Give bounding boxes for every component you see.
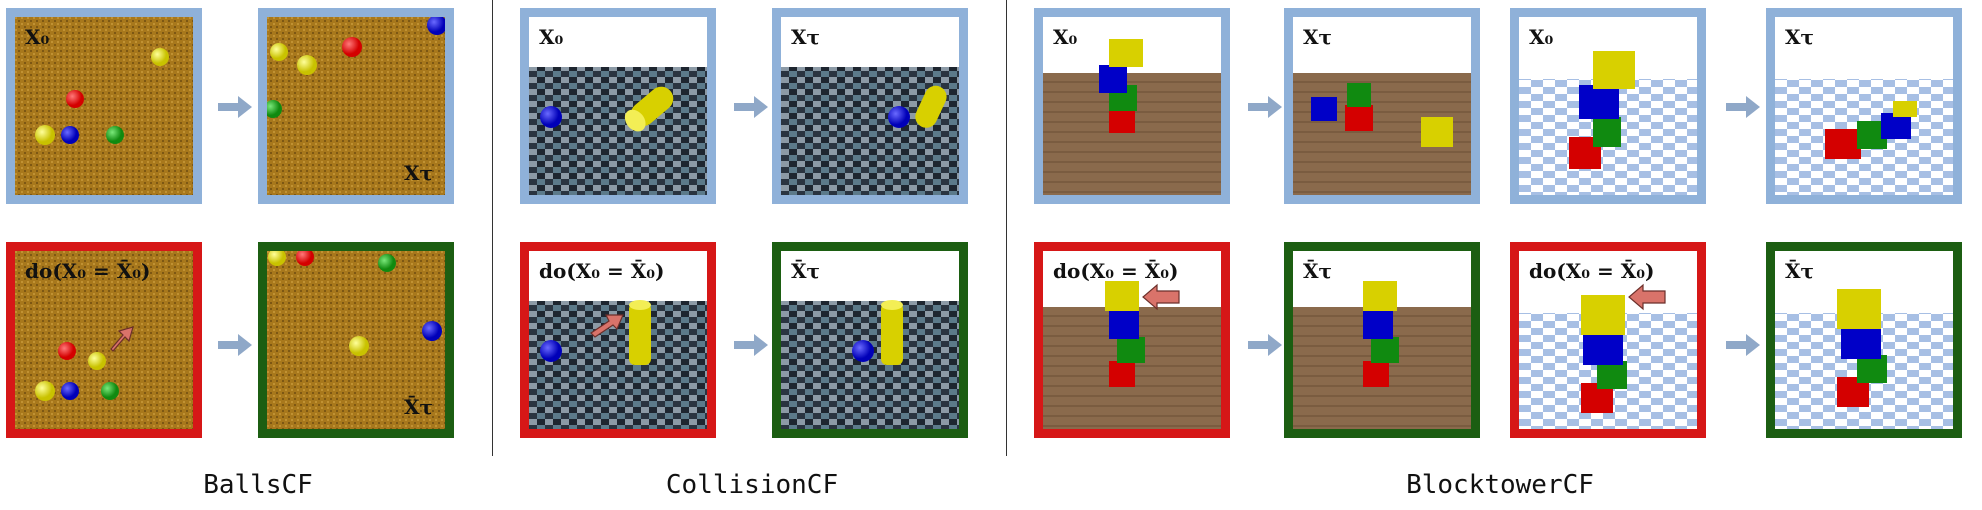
blocktower-scene-image	[1775, 251, 1953, 429]
blocktower-intervention-panel: do(X₀ = X̄₀)	[1034, 242, 1230, 438]
balls-intervention-panel: do(X₀ = X̄₀)	[6, 242, 202, 438]
blocktower-factual-initial-panel: X₀	[1034, 8, 1230, 204]
blocktower-intervention-panel-2: do(X₀ = X̄₀)	[1510, 242, 1706, 438]
do-intervention-label: do(X₀ = X̄₀)	[1053, 259, 1179, 283]
blocktower-scene-image	[1293, 17, 1471, 195]
collision-counterfactual-panel: X̄τ	[772, 242, 968, 438]
section-divider	[492, 0, 493, 456]
flow-arrow-icon	[1248, 334, 1282, 356]
x0-label: X₀	[1529, 25, 1554, 49]
blocktower-scene-image	[1043, 251, 1221, 429]
blocktower-factual-initial-panel-2: X₀	[1510, 8, 1706, 204]
collision-scene-image	[781, 17, 959, 195]
do-intervention-label: do(X₀ = X̄₀)	[25, 259, 151, 283]
x0-label: X₀	[539, 25, 564, 49]
xtau-label: Xτ	[1303, 25, 1332, 49]
balls-scene-image	[15, 251, 193, 429]
blocktower-scene-image	[1293, 251, 1471, 429]
do-intervention-label: do(X₀ = X̄₀)	[1529, 259, 1655, 283]
xbar-tau-label: X̄τ	[404, 395, 433, 419]
blocktower-counterfactual-panel-2: X̄τ	[1766, 242, 1962, 438]
collision-factual-initial-panel: X₀	[520, 8, 716, 204]
collision-scene-image	[529, 251, 707, 429]
xtau-label: Xτ	[404, 161, 433, 185]
collision-factual-final-panel: Xτ	[772, 8, 968, 204]
xbar-tau-label: X̄τ	[1303, 259, 1332, 283]
section-title-collisioncf: CollisionCF	[665, 470, 839, 500]
xtau-label: Xτ	[791, 25, 820, 49]
blocktower-factual-final-panel: Xτ	[1284, 8, 1480, 204]
flow-arrow-icon	[1726, 96, 1760, 118]
balls-factual-initial-panel: X₀	[6, 8, 202, 204]
blocktower-scene-image	[1519, 251, 1697, 429]
balls-scene-image	[15, 17, 193, 195]
x0-label: X₀	[1053, 25, 1078, 49]
xbar-tau-label: X̄τ	[791, 259, 820, 283]
section-divider	[1006, 0, 1007, 456]
blocktower-scene-image	[1519, 17, 1697, 195]
do-intervention-label: do(X₀ = X̄₀)	[539, 259, 665, 283]
section-title-ballscf: BallsCF	[203, 470, 313, 500]
collision-scene-image	[529, 17, 707, 195]
flow-arrow-icon	[218, 334, 252, 356]
collision-scene-image	[781, 251, 959, 429]
flow-arrow-icon	[734, 334, 768, 356]
x0-label: X₀	[25, 25, 50, 49]
balls-factual-final-panel: Xτ	[258, 8, 454, 204]
blocktower-counterfactual-panel: X̄τ	[1284, 242, 1480, 438]
balls-scene-image	[267, 251, 445, 429]
flow-arrow-icon	[1248, 96, 1282, 118]
balls-counterfactual-panel: X̄τ	[258, 242, 454, 438]
xtau-label: Xτ	[1785, 25, 1814, 49]
blocktower-scene-image	[1775, 17, 1953, 195]
blocktower-factual-final-panel-2: Xτ	[1766, 8, 1962, 204]
blocktower-scene-image	[1043, 17, 1221, 195]
collision-intervention-panel: do(X₀ = X̄₀)	[520, 242, 716, 438]
flow-arrow-icon	[734, 96, 768, 118]
flow-arrow-icon	[1726, 334, 1760, 356]
flow-arrow-icon	[218, 96, 252, 118]
balls-scene-image	[267, 17, 445, 195]
section-title-blocktowercf: BlocktowerCF	[1406, 470, 1594, 500]
xbar-tau-label: X̄τ	[1785, 259, 1814, 283]
